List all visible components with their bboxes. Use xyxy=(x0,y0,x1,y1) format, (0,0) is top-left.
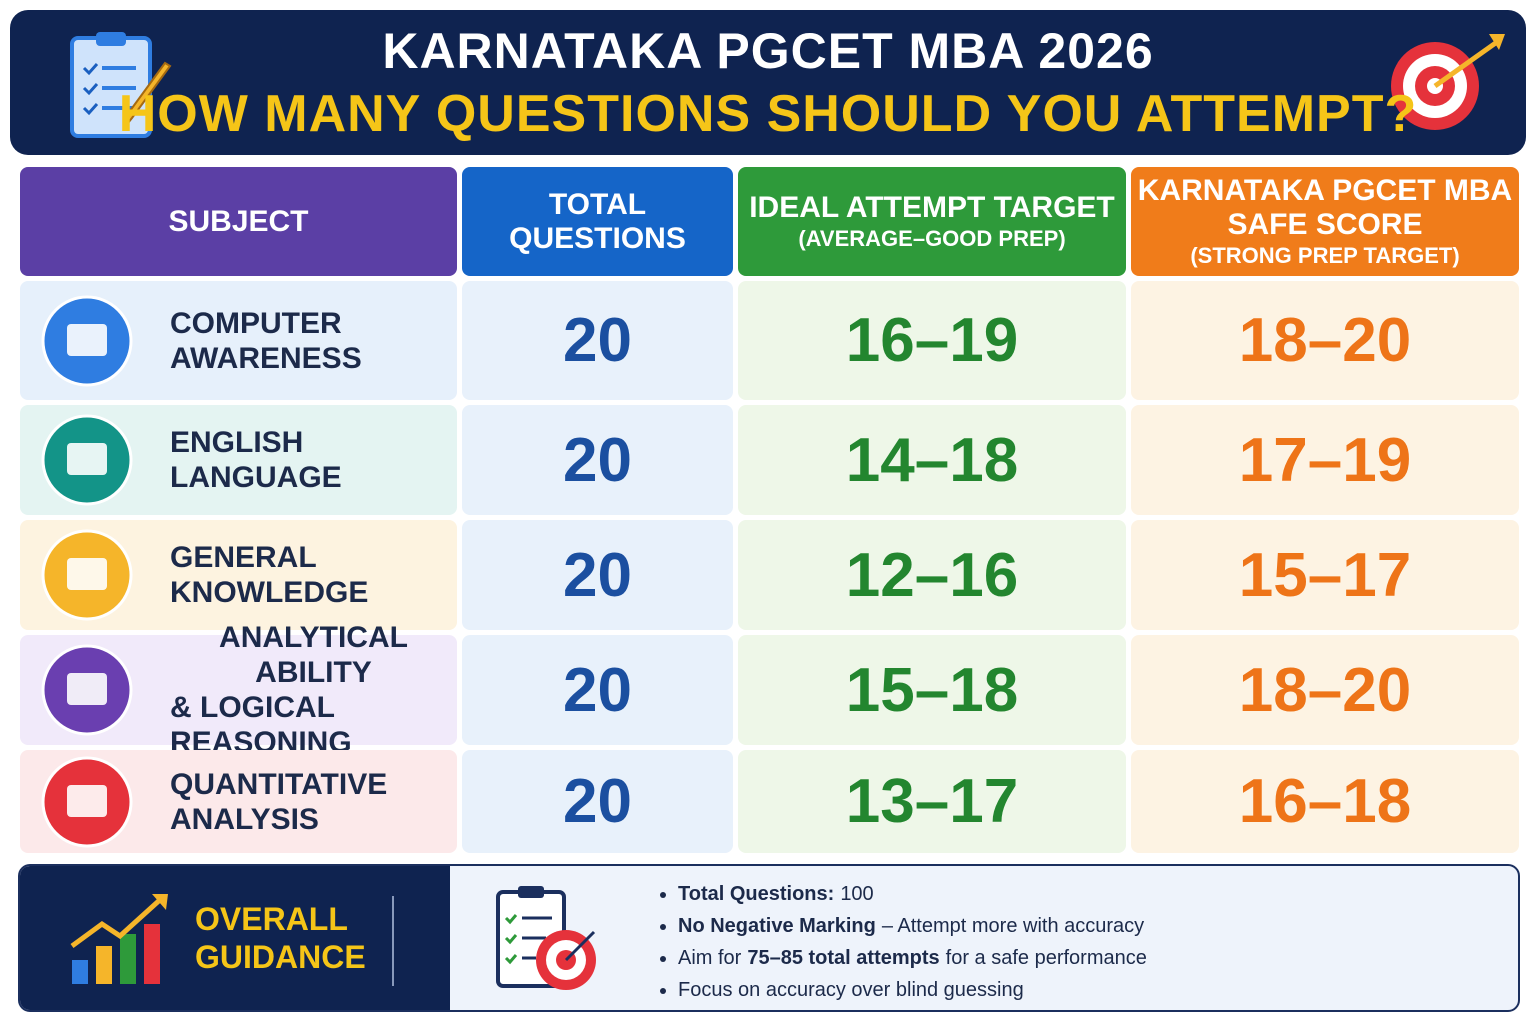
subject-icon xyxy=(41,756,133,847)
value-cell: 20 xyxy=(462,750,733,853)
header-cell: TOTAL QUESTIONS xyxy=(462,167,733,276)
value-cell: 16–18 xyxy=(1131,750,1519,853)
divider xyxy=(392,896,394,986)
subject-text: GENERAL xyxy=(170,541,317,574)
subject-text: ANALYTICAL ABILITY xyxy=(219,621,408,689)
guidance-text: Aim for xyxy=(678,947,742,969)
subtitle: HOW MANY QUESTIONS SHOULD YOU ATTEMPT? xyxy=(118,85,1418,143)
value-text: 12–16 xyxy=(845,540,1019,610)
guidance-text: No Negative Marking xyxy=(678,915,876,937)
header-text: SAFE SCORE xyxy=(1227,207,1423,241)
guidance-title: OVERALL xyxy=(195,901,348,937)
subject-text: AWARENESS xyxy=(170,341,362,375)
guidance-title: GUIDANCE xyxy=(195,939,366,975)
value-text: 20 xyxy=(563,306,632,375)
subject-icon xyxy=(41,529,133,621)
guidance-item: No Negative Marking– Attempt more with a… xyxy=(678,910,1153,942)
value-text: 20 xyxy=(563,425,632,495)
value-text: 13–17 xyxy=(845,767,1019,836)
value-text: 18–20 xyxy=(1238,306,1412,375)
value-cell: 15–18 xyxy=(738,635,1126,745)
value-cell: 20 xyxy=(462,405,733,515)
value-text: 20 xyxy=(563,540,632,610)
target-icon xyxy=(1391,34,1505,130)
header-text: SUBJECT xyxy=(168,204,309,238)
header-note: (STRONG PREP TARGET) xyxy=(1190,242,1460,268)
subject-text: LANGUAGE xyxy=(170,461,342,494)
value-cell: 17–19 xyxy=(1131,405,1519,515)
header-text: IDEAL ATTEMPT TARGET xyxy=(749,190,1115,224)
guidance-label-panel: OVERALL GUIDANCE xyxy=(20,866,450,1010)
value-cell: 20 xyxy=(462,520,733,630)
header-text: KARNATAKA PGCET MBA xyxy=(1137,173,1513,207)
guidance-text: – Attempt more with accuracy xyxy=(881,915,1145,937)
guidance-text: Total Questions: xyxy=(678,883,835,905)
subject-text: COMPUTER xyxy=(170,306,342,340)
value-text: 16–19 xyxy=(845,306,1019,375)
guidance-item: Total Questions:100 xyxy=(678,878,1153,910)
subject-cell: QUANTITATIVE ANALYSIS xyxy=(20,750,457,853)
header-banner xyxy=(10,10,1526,155)
value-text: 20 xyxy=(563,767,632,836)
value-text: 16–18 xyxy=(1238,767,1412,836)
subject-cell: ANALYTICAL ABILITY & LOGICAL REASONING xyxy=(20,621,457,759)
value-text: 18–20 xyxy=(1238,655,1412,725)
value-cell: 12–16 xyxy=(738,520,1126,630)
subject-text: ANALYSIS xyxy=(170,802,319,836)
header-note: (AVERAGE–GOOD PREP) xyxy=(798,225,1066,251)
subject-cell: GENERAL KNOWLEDGE xyxy=(20,520,457,630)
subject-text: ENGLISH xyxy=(170,426,304,459)
subject-cell: ENGLISH LANGUAGE xyxy=(20,405,457,515)
header-cell: IDEAL ATTEMPT TARGET (AVERAGE–GOOD PREP) xyxy=(738,167,1126,276)
value-text: 20 xyxy=(563,655,632,725)
clipboard-icon xyxy=(70,32,172,138)
title: KARNATAKA PGCET MBA 2026 xyxy=(382,23,1154,79)
subject-icon xyxy=(41,295,133,386)
chart-icon xyxy=(70,894,168,984)
subject-icon xyxy=(41,414,133,506)
guidance-list: Total Questions:100No Negative Marking– … xyxy=(650,878,1153,1006)
value-text: 15–17 xyxy=(1238,540,1412,610)
subject-icon xyxy=(41,644,133,736)
value-cell: 15–17 xyxy=(1131,520,1519,630)
guidance-text: for a safe performance xyxy=(945,947,1147,969)
value-text: 14–18 xyxy=(845,425,1019,495)
checklist-target-icon xyxy=(496,886,596,990)
value-cell: 18–20 xyxy=(1131,635,1519,745)
value-cell: 20 xyxy=(462,635,733,745)
value-text: 17–19 xyxy=(1238,425,1412,495)
guidance-text: 100 xyxy=(840,883,874,905)
value-cell: 18–20 xyxy=(1131,281,1519,400)
value-cell: 13–17 xyxy=(738,750,1126,853)
subject-text: & LOGICAL xyxy=(170,691,335,724)
value-cell: 14–18 xyxy=(738,405,1126,515)
subject-cell: COMPUTER AWARENESS xyxy=(20,281,457,400)
value-text: 15–18 xyxy=(845,655,1019,725)
subject-text: KNOWLEDGE xyxy=(170,576,369,609)
header-text: TOTAL QUESTIONS xyxy=(509,187,686,255)
guidance-text: Focus on accuracy over blind guessing xyxy=(678,979,1024,1001)
header-cell: SUBJECT xyxy=(20,167,457,276)
value-cell: 20 xyxy=(462,281,733,400)
header-cell: KARNATAKA PGCET MBA SAFE SCORE (STRONG PRE… xyxy=(1131,167,1519,276)
value-cell: 16–19 xyxy=(738,281,1126,400)
guidance-text: 75–85 total attempts xyxy=(747,947,940,969)
guidance-item: Focus on accuracy over blind guessing xyxy=(678,974,1153,1006)
subject-text: QUANTITATIVE xyxy=(170,767,388,801)
